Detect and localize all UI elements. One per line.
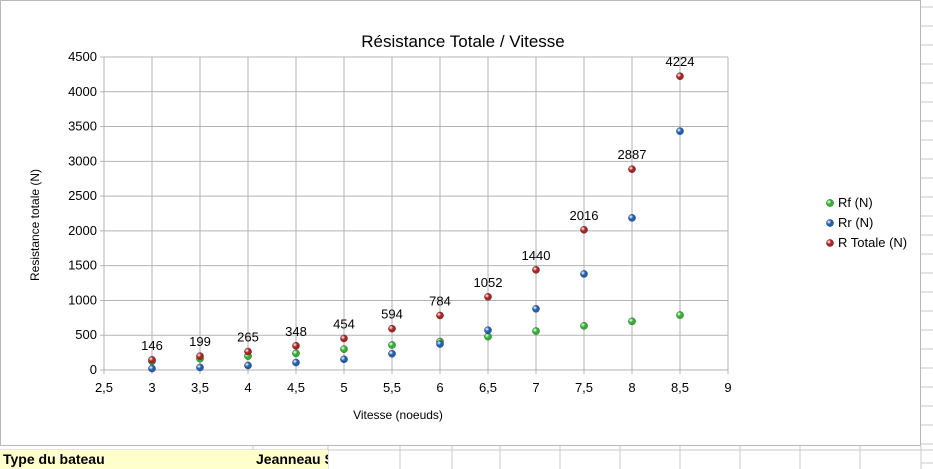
x-tick-labels: 2,5 3 3,5 4 4,5 5 5,5 6 6,5 7 7,5 8 8,5 9: [95, 380, 732, 395]
boat-type-label-cell[interactable]: Type du bateau: [0, 450, 253, 469]
data-label: 199: [189, 334, 211, 349]
y-tick-label: 4000: [68, 84, 97, 99]
point-r-totale-n[interactable]: [436, 311, 444, 320]
point-rr-n[interactable]: [532, 304, 540, 313]
chart-panel[interactable]: 2,5 3 3,5 4 4,5 5 5,5 6 6,5 7 7,5 8 8,5 9 0 500 1000 150…: [0, 0, 921, 446]
y-tick-label: 0: [90, 362, 97, 377]
y-tick-label: 1000: [68, 292, 97, 307]
point-r-totale-n[interactable]: [340, 334, 348, 343]
legend-marker: [826, 219, 834, 227]
x-tick-label: 7: [532, 380, 539, 395]
point-rf-n[interactable]: [580, 322, 588, 330]
point-rr-n[interactable]: [484, 326, 492, 335]
data-label: 2887: [618, 147, 647, 162]
data-labels: 146 199 265 348 454 594 784 1052 1440 2016 2887 422…: [141, 54, 694, 353]
point-r-totale-n[interactable]: [532, 266, 540, 274]
data-label: 146: [141, 338, 163, 353]
y-tick-label: 500: [75, 327, 97, 342]
legend-marker: [826, 199, 834, 207]
x-tick-label: 2,5: [95, 380, 113, 395]
y-tick-label: 3000: [68, 153, 97, 168]
point-r-totale-n[interactable]: [292, 341, 300, 350]
data-label: 594: [381, 307, 403, 322]
legend-label: Rr (N): [838, 215, 873, 230]
y-tick-label: 1500: [68, 258, 97, 273]
data-label: 784: [429, 293, 451, 308]
data-label: 1440: [522, 248, 551, 263]
gridlines: [103, 56, 729, 371]
point-r-totale-n[interactable]: [388, 324, 396, 333]
axes: [100, 56, 729, 374]
y-tick-label: 2000: [68, 223, 97, 238]
y-tick-label: 3500: [68, 119, 97, 134]
x-tick-label: 9: [724, 380, 731, 395]
point-rf-n[interactable]: [340, 345, 348, 353]
x-tick-label: 3: [148, 380, 155, 395]
point-r-totale-n[interactable]: [628, 165, 636, 173]
legend-label: Rf (N): [838, 195, 873, 210]
y-tick-labels: 0 500 1000 1500 2000 2500 3000 3500 4000 4500: [68, 49, 97, 377]
point-rr-n[interactable]: [388, 349, 396, 358]
boat-type-value-cell[interactable]: Jeanneau Sunshine: [253, 450, 328, 469]
x-tick-label: 5,5: [383, 380, 401, 395]
y-tick-label: 4500: [68, 49, 97, 64]
x-tick-label: 4,5: [287, 380, 305, 395]
data-label: 2016: [570, 208, 599, 223]
point-r-totale-n[interactable]: [484, 293, 492, 301]
point-rr-n[interactable]: [292, 358, 300, 367]
x-tick-label: 4: [244, 380, 251, 395]
point-rf-n[interactable]: [628, 317, 636, 326]
x-tick-label: 8: [628, 380, 635, 395]
legend-marker: [826, 239, 834, 247]
y-axis-title: Resistance totale (N): [28, 169, 42, 281]
x-tick-label: 5: [340, 380, 347, 395]
point-rf-n[interactable]: [388, 341, 396, 349]
point-r-totale-n[interactable]: [244, 347, 252, 356]
point-rr-n[interactable]: [340, 355, 348, 364]
point-rf-n[interactable]: [532, 327, 540, 335]
point-rr-n[interactable]: [244, 361, 252, 370]
x-tick-label: 6,5: [479, 380, 497, 395]
point-rr-n[interactable]: [676, 127, 684, 135]
point-rf-n[interactable]: [292, 349, 300, 358]
point-rr-n[interactable]: [436, 340, 444, 348]
x-tick-label: 6: [436, 380, 443, 395]
data-points: [148, 72, 684, 373]
legend: Rf (N) Rr (N) R Totale (N): [826, 195, 907, 250]
data-label: 1052: [474, 275, 503, 290]
data-label: 265: [237, 330, 259, 345]
x-tick-label: 7,5: [575, 380, 593, 395]
point-rr-n[interactable]: [580, 270, 588, 278]
point-rr-n[interactable]: [196, 363, 204, 372]
point-r-totale-n[interactable]: [148, 356, 156, 364]
point-rf-n[interactable]: [676, 311, 684, 319]
point-r-totale-n[interactable]: [580, 225, 588, 234]
point-r-totale-n[interactable]: [676, 72, 684, 80]
legend-label: R Totale (N): [838, 235, 907, 250]
chart-title: Résistance Totale / Vitesse: [361, 32, 565, 51]
point-r-totale-n[interactable]: [196, 352, 204, 360]
point-rf-n[interactable]: [484, 332, 492, 341]
chart: 2,5 3 3,5 4 4,5 5 5,5 6 6,5 7 7,5 8 8,5 9 0 500 1000 150…: [28, 32, 907, 422]
x-tick-label: 3,5: [191, 380, 209, 395]
point-rr-n[interactable]: [628, 214, 636, 222]
spreadsheet-row: Type du bateau Jeanneau Sunshine: [0, 450, 933, 469]
x-tick-label: 8,5: [671, 380, 689, 395]
y-tick-label: 2500: [68, 188, 97, 203]
data-label: 348: [285, 324, 307, 339]
data-label: 4224: [666, 54, 695, 69]
data-label: 454: [333, 316, 355, 331]
x-axis-title: Vitesse (noeuds): [353, 408, 443, 422]
point-rr-n[interactable]: [148, 364, 156, 373]
